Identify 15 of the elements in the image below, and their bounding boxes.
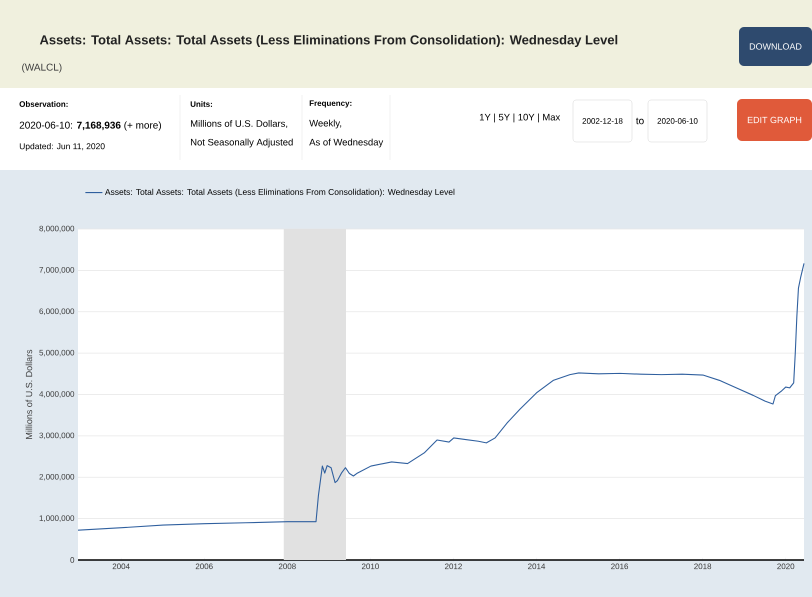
line-series xyxy=(77,262,805,531)
chart-subtitle: (WALCL) xyxy=(22,63,62,73)
text: Updated: Jun 11, 2020 xyxy=(20,143,105,151)
chart-title: Assets: Total Assets: Total Assets (Less Eliminations From Consolidation): Wednesday Level xyxy=(40,34,618,48)
text: Millions of U.S. Dollars, xyxy=(190,120,288,128)
text: EDIT GRAPH xyxy=(748,116,802,124)
text: 1Y | 5Y | 10Y | Max xyxy=(480,114,560,122)
text: Weekly, xyxy=(309,120,342,128)
text: 2020-06-10: 7,168,936 (+ more) xyxy=(20,121,162,131)
legend-label: Assets: Total Assets: Total Assets (Less Eliminations From Consolidation): Wednesday Level xyxy=(104,188,454,197)
text: As of Wednesday xyxy=(309,138,384,148)
text: Not Seasonally Adjusted xyxy=(190,138,293,148)
text: DOWNLOAD xyxy=(750,43,802,50)
y-axis-title: Millions of U.S. Dollars xyxy=(26,350,32,439)
text: to xyxy=(636,118,644,124)
